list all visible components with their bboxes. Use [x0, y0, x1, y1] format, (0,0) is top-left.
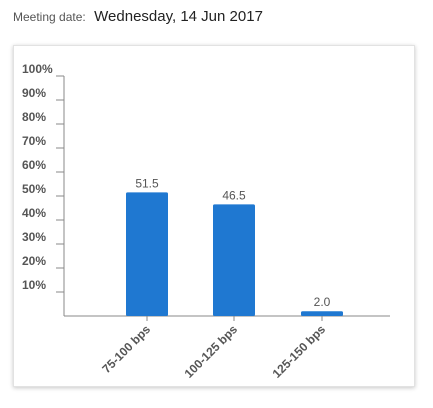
chart-card: 10% 20% 30% 40% 50% 60% 70% 80% 90% 100% 51.5 75-10… — [13, 45, 415, 387]
bar-value-label: 2.0 — [314, 295, 331, 309]
bar-3 — [301, 311, 343, 316]
y-tick-label: 90% — [22, 86, 46, 100]
y-tick-label: 60% — [22, 158, 46, 172]
meeting-date-label: Meeting date: — [13, 10, 86, 24]
y-tick-label: 20% — [22, 254, 46, 268]
y-tick-label: 80% — [22, 110, 46, 124]
y-tick-label: 70% — [22, 134, 46, 148]
bar-value-label: 51.5 — [135, 176, 159, 190]
y-tick-label: 10% — [22, 278, 46, 292]
meeting-date-line: Meeting date: Wednesday, 14 Jun 2017 — [13, 8, 263, 26]
probability-bar-chart: 10% 20% 30% 40% 50% 60% 70% 80% 90% 100% 51.5 75-10… — [22, 62, 390, 381]
bar-value-label: 46.5 — [222, 188, 246, 202]
bar-2 — [213, 204, 255, 316]
x-tick-label: 75-100 bps — [99, 322, 153, 376]
y-tick-label: 30% — [22, 230, 46, 244]
y-tick-label: 100% — [22, 62, 53, 76]
y-tick-label: 50% — [22, 182, 46, 196]
x-tick-label: 100-125 bps — [182, 322, 241, 381]
meeting-date-value: Wednesday, 14 Jun 2017 — [94, 8, 263, 25]
y-tick-label: 40% — [22, 206, 46, 220]
x-tick-label: 125-150 bps — [270, 322, 329, 381]
bar-1 — [126, 192, 168, 316]
